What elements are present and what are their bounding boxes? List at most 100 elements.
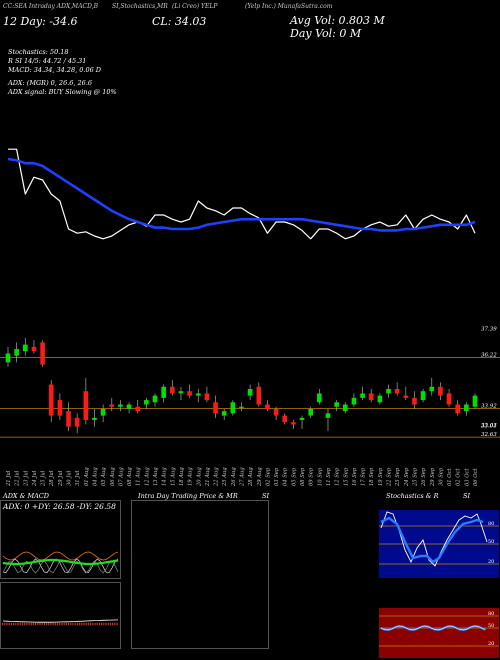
candle-body — [66, 411, 71, 427]
candle — [74, 413, 80, 434]
candle-body — [368, 393, 374, 401]
candle-body — [265, 404, 270, 409]
date-label: 31 Jul — [75, 470, 81, 486]
candle — [429, 377, 435, 396]
candle-body — [360, 393, 365, 398]
candle — [83, 377, 89, 425]
candle-body — [317, 393, 322, 403]
date-label: 28 Aug — [248, 467, 254, 487]
adx-box — [0, 500, 121, 579]
header-avg-vol: Avg Vol: 0.803 M — [290, 14, 385, 27]
date-label: 14 Aug — [162, 467, 168, 486]
adx-readout: ADX: (MGR) 0, 26.6, 26.6 — [8, 79, 93, 87]
macd-readout: MACD: 34.34, 34.28, 0.06 D — [8, 66, 102, 74]
date-label: 01 Oct — [447, 468, 453, 486]
date-label: 02 Oct — [456, 468, 462, 486]
candle-body — [187, 391, 192, 396]
candle-body — [152, 395, 158, 403]
candle — [299, 415, 305, 429]
date-label: 06 Oct — [473, 468, 479, 486]
candle-body — [455, 404, 461, 414]
date-label: 13 Aug — [153, 467, 159, 486]
candle-body — [118, 404, 123, 407]
date-label: 04 Sep — [283, 467, 289, 486]
adx-macd-panel: ADX: 0 +DY: 26.58 -DY: 26.58 — [0, 500, 121, 649]
stoch-panel-si: SI — [463, 492, 471, 500]
candle-body — [282, 415, 288, 423]
candle-body — [377, 395, 383, 403]
date-label: 01 Aug — [84, 467, 90, 486]
candle-body — [247, 388, 253, 396]
candle — [247, 384, 253, 401]
candle — [273, 406, 279, 421]
candle — [14, 342, 19, 363]
candle — [135, 400, 141, 414]
intraday-panel-si: SI — [262, 492, 270, 500]
date-label: 21 Aug — [205, 467, 211, 487]
candle — [368, 388, 374, 403]
candle — [48, 380, 54, 423]
date-label: 26 Sep — [421, 467, 427, 487]
candle-body — [472, 395, 478, 407]
candle — [472, 393, 478, 409]
stoch-panel-title: Stochastics & R — [386, 492, 439, 500]
candle — [221, 408, 227, 421]
candle — [464, 402, 469, 416]
candle — [360, 386, 365, 401]
date-label: 18 Aug — [179, 467, 185, 486]
date-label: 08 Aug — [127, 467, 133, 486]
date-label: 06 Aug — [110, 467, 116, 486]
date-label: 26 Aug — [231, 467, 237, 487]
candle-body — [213, 402, 218, 414]
date-label: 29 Aug — [257, 467, 263, 487]
rsi-signal-line — [380, 625, 486, 631]
candle-body — [161, 386, 166, 398]
candle — [118, 400, 123, 412]
candle-body — [351, 397, 357, 405]
candle — [109, 397, 115, 412]
candle-body — [5, 353, 11, 363]
candle — [438, 382, 443, 401]
date-label: 03 Sep — [274, 467, 280, 486]
rsi-readout: R SI 14/5: 44.72 / 45.31 — [8, 57, 87, 65]
adx-signal-readout: ADX signal: BUY Slowing @ 10% — [8, 88, 117, 96]
date-label: 07 Aug — [118, 467, 124, 486]
candle-body — [429, 386, 435, 392]
candle — [161, 384, 166, 403]
date-label: 30 Sep — [438, 467, 444, 486]
candle-body — [325, 413, 331, 418]
date-label: 19 Aug — [188, 467, 194, 486]
candle-body — [403, 395, 409, 398]
price-level-label: 33.01 — [481, 424, 497, 430]
stoch-d-line — [380, 516, 484, 564]
date-label: 24 Sep — [404, 467, 410, 487]
adx-lines — [2, 551, 119, 574]
macd-box — [0, 582, 121, 649]
stoch-level-label: 50 — [488, 539, 494, 545]
intraday-box — [131, 500, 269, 649]
price-ma-lines — [7, 148, 476, 240]
candle — [195, 388, 201, 403]
candle-body — [438, 386, 443, 396]
candle — [178, 386, 184, 401]
stoch-level-label: 20 — [488, 559, 494, 565]
candle — [455, 400, 461, 416]
candle-body — [386, 388, 391, 394]
candle — [126, 402, 132, 414]
candle-body — [14, 349, 19, 356]
candle-body — [420, 391, 426, 401]
macd-lines — [2, 619, 119, 626]
adx-plus-di-line — [2, 558, 119, 573]
stochastics-readout: Stochastics: 50.18 — [8, 48, 69, 56]
date-label: 05 Aug — [101, 467, 107, 486]
adx-orange-line — [2, 551, 119, 561]
candle — [170, 380, 175, 396]
candle-body — [412, 397, 417, 405]
date-label: 25 Jul — [41, 470, 47, 487]
candle — [403, 386, 409, 401]
date-label: 28 Jul — [49, 470, 55, 487]
price-level-label: 32.63 — [481, 432, 497, 438]
date-label: 11 Sep — [326, 467, 332, 486]
date-label: 18 Sep — [369, 467, 375, 486]
